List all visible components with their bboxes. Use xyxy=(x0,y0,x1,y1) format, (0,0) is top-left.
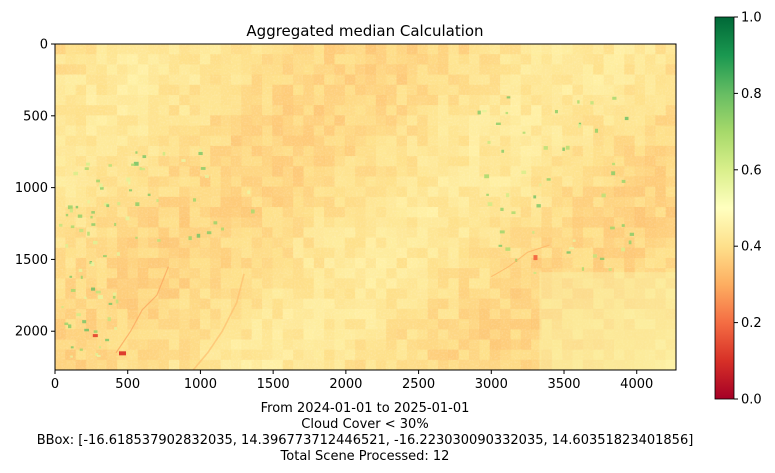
plot-frame xyxy=(54,43,677,371)
caption-cloud-cover: Cloud Cover < 30% xyxy=(301,417,428,432)
x-axis: 0 500 1000 1500 2000 2500 3000 3500 4000 xyxy=(51,370,653,392)
colorbar-tick-label: 0.8 xyxy=(741,87,762,102)
heatmap-image xyxy=(55,44,676,370)
y-tick-label: 1500 xyxy=(15,253,48,268)
x-tick-label: 2000 xyxy=(329,377,362,392)
chart-title: Aggregated median Calculation xyxy=(246,22,483,40)
colorbar-tick-label: 0.2 xyxy=(741,316,762,331)
x-tick-label: 0 xyxy=(51,377,59,392)
x-tick-label: 4000 xyxy=(620,377,653,392)
colorbar-axis: 0.0 0.2 0.4 0.6 0.8 1.0 xyxy=(734,11,762,408)
y-tick-label: 500 xyxy=(23,109,48,124)
colorbar xyxy=(714,16,735,400)
colorbar-tick-label: 0.0 xyxy=(741,393,762,408)
x-tick-label: 2500 xyxy=(402,377,435,392)
x-tick-label: 1000 xyxy=(184,377,217,392)
x-tick-label: 500 xyxy=(115,377,140,392)
y-tick-label: 0 xyxy=(40,38,48,53)
caption-total-scenes: Total Scene Processed: 12 xyxy=(280,449,450,464)
y-axis: 0 500 1000 1500 2000 xyxy=(15,38,55,340)
y-tick-label: 2000 xyxy=(15,325,48,340)
caption-bbox: BBox: [-16.618537902832035, 14.396773712… xyxy=(37,433,694,448)
colorbar-tick-label: 1.0 xyxy=(741,11,762,26)
caption: From 2024-01-01 to 2025-01-01 Cloud Cove… xyxy=(37,401,694,464)
caption-date-range: From 2024-01-01 to 2025-01-01 xyxy=(261,401,470,416)
x-tick-label: 3500 xyxy=(547,377,580,392)
colorbar-tick-label: 0.4 xyxy=(741,240,762,255)
x-tick-label: 1500 xyxy=(257,377,290,392)
x-tick-label: 3000 xyxy=(475,377,508,392)
y-tick-label: 1000 xyxy=(15,181,48,196)
colorbar-tick-label: 0.6 xyxy=(741,163,762,178)
